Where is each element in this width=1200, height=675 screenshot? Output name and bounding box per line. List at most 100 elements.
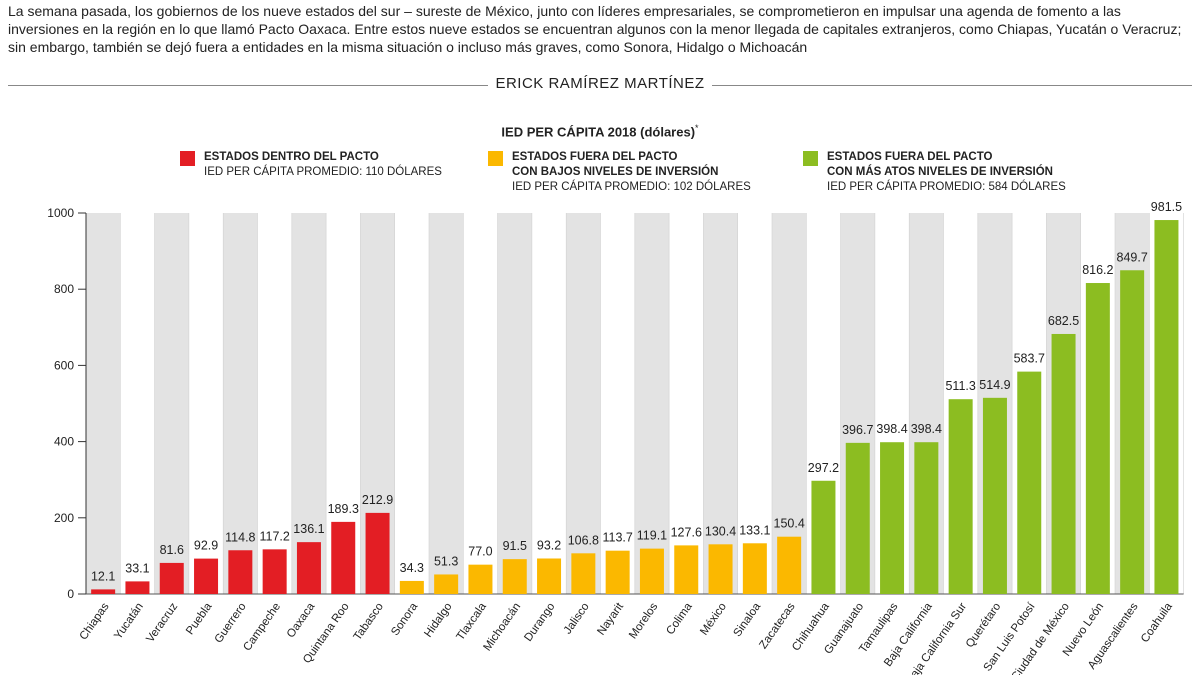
bar <box>742 543 767 594</box>
bar <box>845 442 870 594</box>
bar <box>537 558 562 594</box>
bar <box>502 559 527 594</box>
bar <box>125 581 150 594</box>
bar <box>262 549 287 594</box>
grid-band <box>634 213 670 594</box>
y-tick-label: 200 <box>54 511 74 525</box>
bar <box>982 397 1007 594</box>
category-label: Nayarit <box>595 600 626 637</box>
bar-value-label: 514.9 <box>979 378 1010 392</box>
bar-value-label: 583.7 <box>1014 352 1045 366</box>
category-label: Hidalgo <box>422 601 454 640</box>
category-label: Sonora <box>389 600 420 638</box>
bar-value-label: 682.5 <box>1048 314 1079 328</box>
grid-band <box>772 213 807 594</box>
bar-value-label: 92.9 <box>194 539 218 553</box>
bar <box>1085 283 1110 594</box>
bar-value-label: 51.3 <box>434 554 458 568</box>
chart-title-text: IED PER CÁPITA 2018 (dólares) <box>501 124 696 140</box>
legend-bajos-title: ESTADOS FUERA DEL PACTO <box>512 151 678 163</box>
category-label: Baja California Sur <box>904 601 969 675</box>
legend-altos-title: ESTADOS FUERA DEL PACTO <box>827 151 993 163</box>
article-intro: La semana pasada, los gobiernos de los n… <box>8 3 1182 55</box>
legend-altos-subtitle: CON MÁS ATOS NIVELES DE INVERSIÓN <box>827 166 1053 178</box>
bar-value-label: 12.1 <box>91 569 115 583</box>
category-label: Puebla <box>184 600 215 637</box>
bar-value-label: 91.5 <box>503 539 527 553</box>
grid-band <box>86 213 121 594</box>
category-label: Oaxaca <box>285 600 318 640</box>
y-tick-label: 600 <box>54 358 74 372</box>
bar <box>1154 220 1179 594</box>
legend-swatch-pacto <box>180 151 195 166</box>
bar <box>880 442 905 594</box>
legend-pacto-title: ESTADOS DENTRO DEL PACTO <box>204 151 379 163</box>
grid-band <box>223 213 258 594</box>
bar-value-label: 93.2 <box>537 538 561 552</box>
grid-band <box>154 213 189 594</box>
bar <box>777 536 802 594</box>
bar <box>708 544 733 594</box>
bar-value-label: 150.4 <box>774 517 805 531</box>
bar-value-label: 114.8 <box>225 530 255 544</box>
legend-altos-average: IED PER CÁPITA PROMEDIO: 584 DÓLARES <box>827 181 1066 193</box>
bar <box>948 399 973 594</box>
category-label: Tlaxcala <box>455 600 490 642</box>
y-tick-label: 800 <box>54 282 74 296</box>
chart-title-note: * <box>695 123 699 133</box>
y-tick-label: 1000 <box>47 206 74 220</box>
bar <box>365 512 390 594</box>
category-label: Veracruz <box>144 601 180 645</box>
bar <box>434 574 459 594</box>
category-label: Morelos <box>627 601 660 642</box>
legend-swatch-altos <box>803 151 818 166</box>
bar <box>1051 333 1076 594</box>
bar-value-label: 981.5 <box>1151 200 1182 214</box>
bar-value-label: 117.2 <box>259 529 289 543</box>
legend-bajos-subtitle: CON BAJOS NIVELES DE INVERSIÓN <box>512 166 719 178</box>
grid-band <box>291 213 327 594</box>
bar <box>914 442 939 594</box>
category-label: Coahuila <box>1139 600 1175 645</box>
bar-value-label: 106.8 <box>568 533 599 547</box>
grid-band <box>703 213 738 594</box>
category-label: Chiapas <box>78 601 112 643</box>
category-label: Yucatán <box>112 601 146 642</box>
bar-value-label: 398.4 <box>876 422 907 436</box>
bar-value-label: 398.4 <box>911 422 942 436</box>
y-tick-label: 0 <box>67 587 74 601</box>
category-label: Jalisco <box>562 601 592 637</box>
bar-value-label: 297.2 <box>808 461 839 475</box>
category-label: Durango <box>522 601 557 644</box>
bar <box>1120 270 1145 594</box>
bar <box>296 542 321 594</box>
legend-bajos-average: IED PER CÁPITA PROMEDIO: 102 DÓLARES <box>512 181 751 193</box>
bar-value-label: 34.3 <box>400 561 424 575</box>
bar <box>639 548 664 594</box>
category-label: Colima <box>664 600 695 637</box>
bar-value-label: 130.4 <box>705 524 736 538</box>
bar-value-label: 81.6 <box>160 543 184 557</box>
bar <box>468 564 493 594</box>
bar <box>159 562 184 594</box>
bar <box>674 545 699 594</box>
grid-band <box>429 213 464 594</box>
bar <box>194 558 219 594</box>
bar <box>811 480 836 594</box>
bar <box>605 550 630 594</box>
legend-pacto-average: IED PER CÁPITA PROMEDIO: 110 DÓLARES <box>204 166 442 178</box>
bar-value-label: 511.3 <box>945 379 975 393</box>
bar-value-label: 33.1 <box>125 561 149 575</box>
category-label: Sinaloa <box>731 600 763 639</box>
bar-value-label: 849.7 <box>1117 250 1148 264</box>
legend-swatch-bajos <box>488 151 503 166</box>
bar-value-label: 189.3 <box>328 502 359 516</box>
bar <box>1017 371 1042 594</box>
bar-value-label: 127.6 <box>671 525 702 539</box>
category-label: Guerrero <box>213 601 249 646</box>
bar-value-label: 119.1 <box>637 529 667 543</box>
bar <box>399 580 424 594</box>
bar <box>91 589 116 594</box>
grid-band <box>497 213 532 594</box>
